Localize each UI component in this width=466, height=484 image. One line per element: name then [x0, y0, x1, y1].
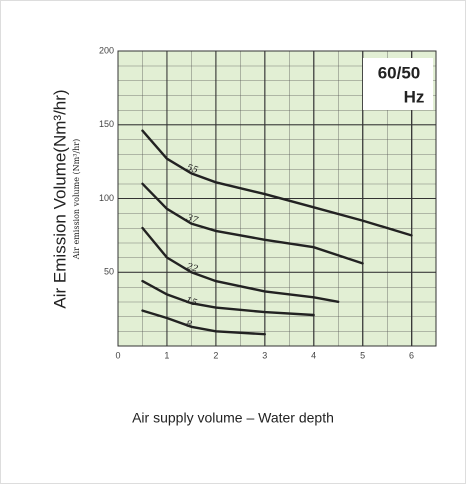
- x-tick-label: 4: [311, 350, 316, 360]
- curve: [141, 226, 340, 303]
- x-tick-label: 3: [262, 350, 267, 360]
- curve-label: 8: [184, 319, 193, 330]
- curve-label: 22: [184, 262, 199, 275]
- curve: [141, 279, 315, 317]
- curve: [141, 182, 364, 265]
- x-tick-label: 5: [360, 350, 365, 360]
- y-axis-subtitle: Air emission volume (Nm³/hr): [72, 139, 81, 260]
- x-tick-label: 2: [213, 350, 218, 360]
- curve: [141, 309, 266, 336]
- annotation-box: [363, 58, 433, 110]
- curve-label: 55: [185, 163, 199, 176]
- y-tick-label: 50: [104, 267, 114, 277]
- x-axis-title: Air supply volume – Water depth: [132, 410, 334, 426]
- x-tick-label: 0: [115, 350, 120, 360]
- y-tick-label: 100: [99, 193, 114, 203]
- y-tick-label: 200: [99, 45, 114, 55]
- y-axis-title: Air Emission Volume(Nm³/hr): [50, 89, 69, 308]
- curve: [141, 129, 413, 237]
- plot-frame: [117, 50, 437, 347]
- y-tick-label: 150: [99, 119, 114, 129]
- curve-label: 37: [185, 213, 199, 226]
- x-tick-label: 1: [164, 350, 169, 360]
- x-tick-label: 6: [409, 350, 414, 360]
- annotation: 60/50: [378, 63, 421, 82]
- curve-label: 15: [184, 296, 198, 309]
- annotation: Hz: [404, 87, 425, 106]
